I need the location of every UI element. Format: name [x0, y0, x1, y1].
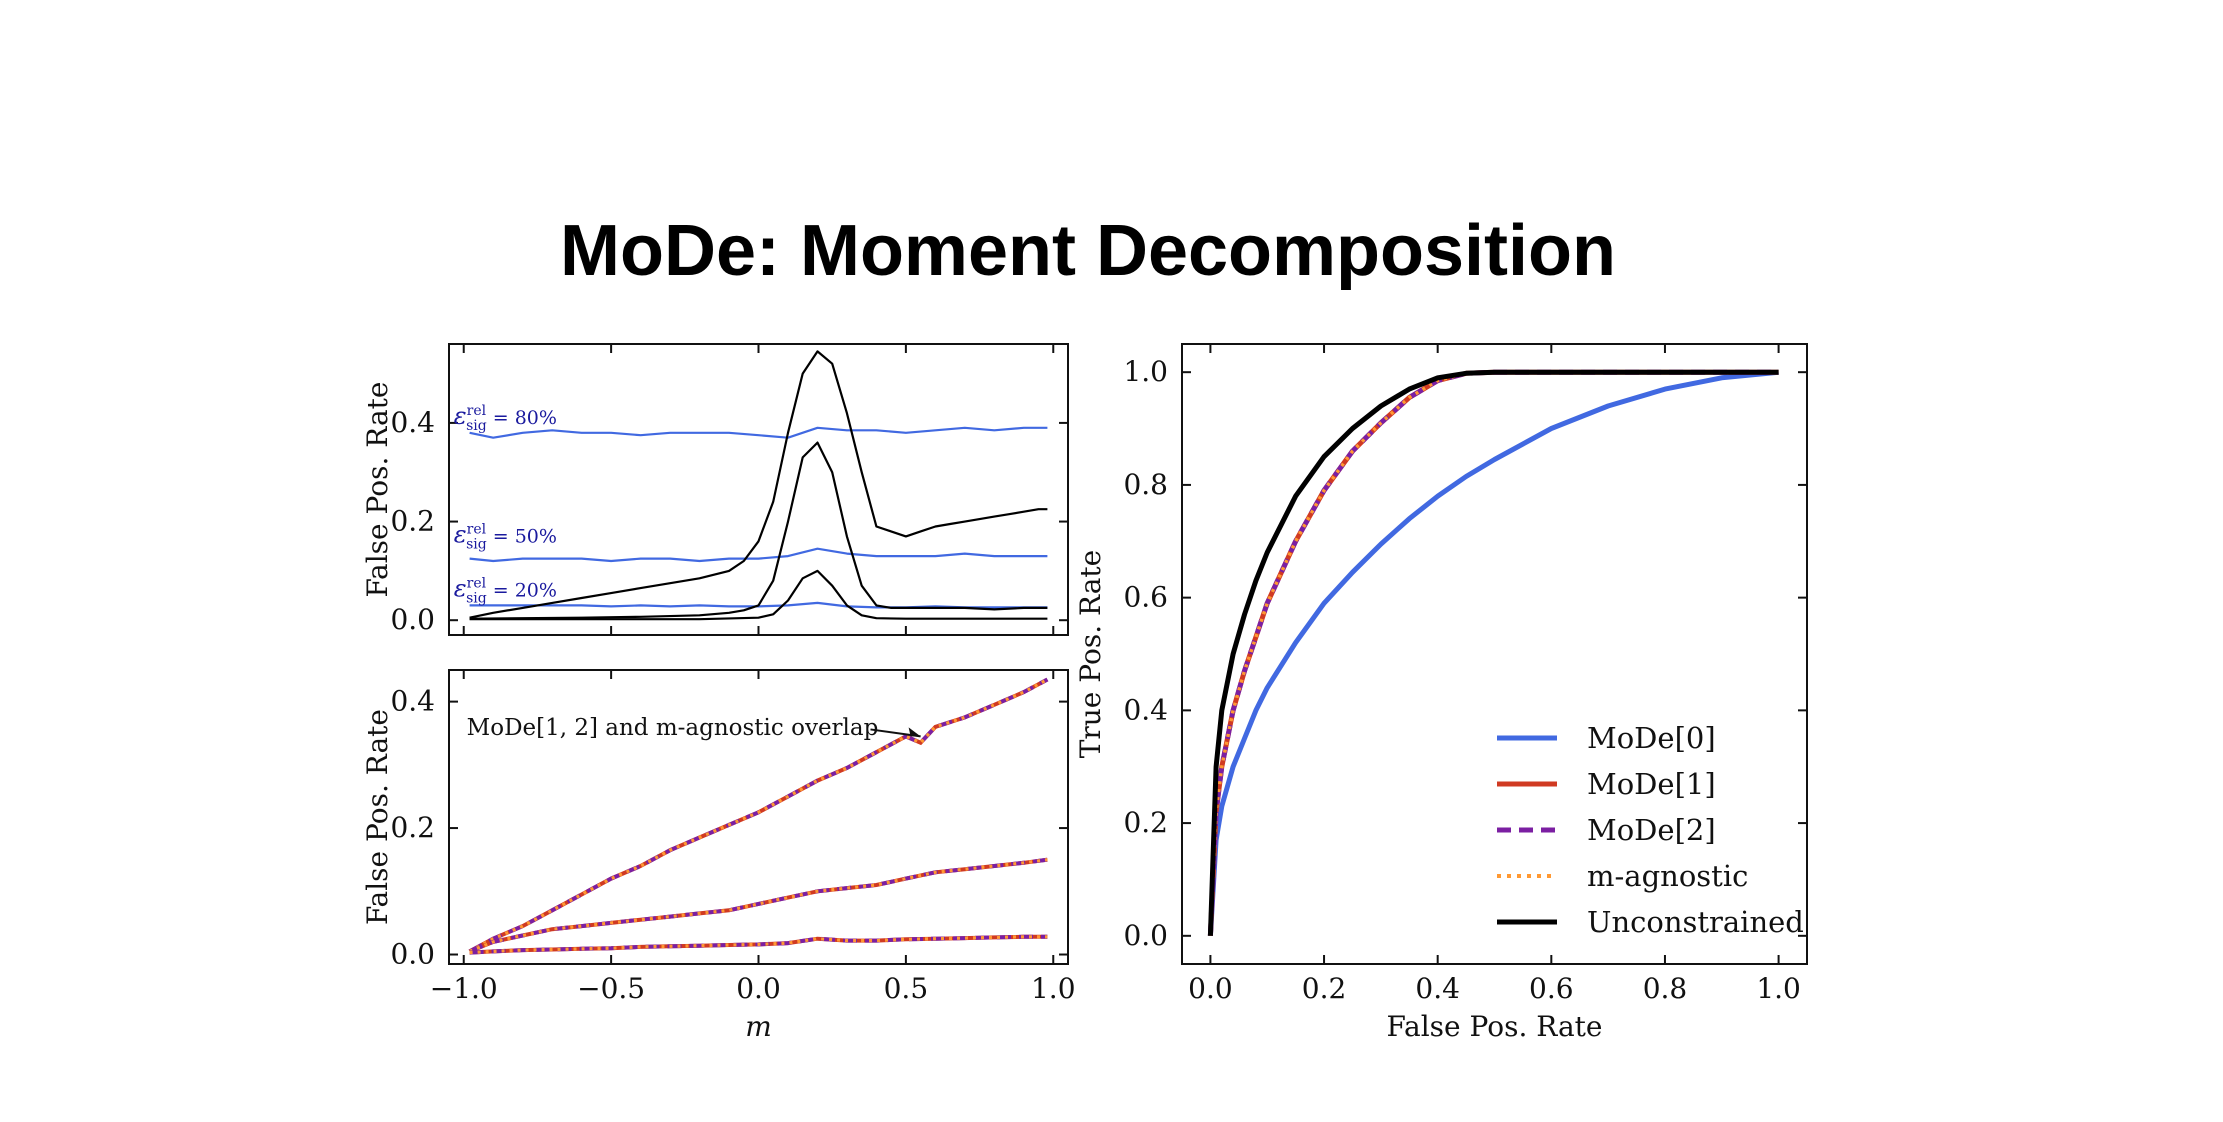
y-tick-label: 0.2 — [390, 505, 435, 538]
x-tick-label: 0.6 — [1529, 972, 1574, 1005]
x-tick-label: 1.0 — [1031, 972, 1076, 1005]
y-tick-label: 0.8 — [1123, 468, 1168, 501]
annotation-arrowhead — [908, 727, 921, 737]
y-tick-label: 0.2 — [1123, 806, 1168, 839]
efficiency-label: εrel sig = 80% — [454, 402, 557, 434]
y-tick-label: 0.6 — [1123, 581, 1168, 614]
roc-line-m-agnostic — [1208, 370, 1779, 936]
agnostic-line — [468, 678, 1049, 953]
fpr-line — [469, 441, 1048, 620]
y-tick-label: 0.2 — [390, 811, 435, 844]
y-axis-label: False Pos. Rate — [361, 382, 394, 598]
legend-label: MoDe[2] — [1587, 813, 1716, 847]
y-tick-label: 0.4 — [390, 685, 435, 718]
agnostic-line — [469, 935, 1048, 955]
x-tick-label: 0.0 — [736, 972, 781, 1005]
fpr-line — [469, 547, 1048, 563]
fpr-line — [469, 569, 1048, 621]
fpr-line — [469, 350, 1048, 619]
mode2-line — [468, 857, 1048, 954]
x-tick-label: 1.0 — [1756, 972, 1801, 1005]
y-axis-label: False Pos. Rate — [361, 709, 394, 925]
x-tick-label: 0.8 — [1643, 972, 1688, 1005]
roc-chart: 0.0 0.2 0.4 0.6 0.8 1.0 0.0 0.2 0.4 0.6 0.8 1.0 True… — [1074, 343, 1808, 1043]
y-tick-label: 0.4 — [1123, 693, 1168, 726]
y-tick-label: 0.0 — [390, 938, 435, 971]
efficiency-label: εrel sig = 20% — [454, 575, 557, 607]
roc-line-unconstrained — [1207, 369, 1779, 936]
x-tick-label: 0.2 — [1302, 972, 1347, 1005]
y-tick-label: 0.0 — [1123, 919, 1168, 952]
y-tick-label: 0.0 — [390, 603, 435, 636]
roc-line-mode-0- — [1207, 369, 1779, 936]
fpr-line — [469, 426, 1048, 439]
x-tick-label: 0.5 — [884, 972, 929, 1005]
x-tick-label: 0.4 — [1415, 972, 1460, 1005]
page-title: MoDe: Moment Decomposition — [560, 211, 1616, 291]
legend-label: MoDe[0] — [1587, 721, 1716, 755]
x-tick-label: −1.0 — [430, 972, 498, 1005]
y-axis-label: True Pos. Rate — [1074, 550, 1107, 759]
x-tick-label: −0.5 — [577, 972, 645, 1005]
efficiency-label: εrel sig = 50% — [454, 520, 557, 552]
y-tick-label: 0.4 — [390, 406, 435, 439]
plot-frame — [1181, 343, 1808, 965]
x-axis-label: m — [745, 1010, 772, 1043]
y-tick-label: 1.0 — [1123, 355, 1168, 388]
x-axis-label: False Pos. Rate — [1387, 1010, 1603, 1043]
legend-label: MoDe[1] — [1587, 767, 1716, 801]
legend-label: m-agnostic — [1587, 859, 1748, 893]
x-tick-label: 0.0 — [1188, 972, 1233, 1005]
overlap-annotation: MoDe[1, 2] and m-agnostic overlap — [467, 715, 879, 741]
legend-label: Unconstrained — [1587, 905, 1804, 939]
